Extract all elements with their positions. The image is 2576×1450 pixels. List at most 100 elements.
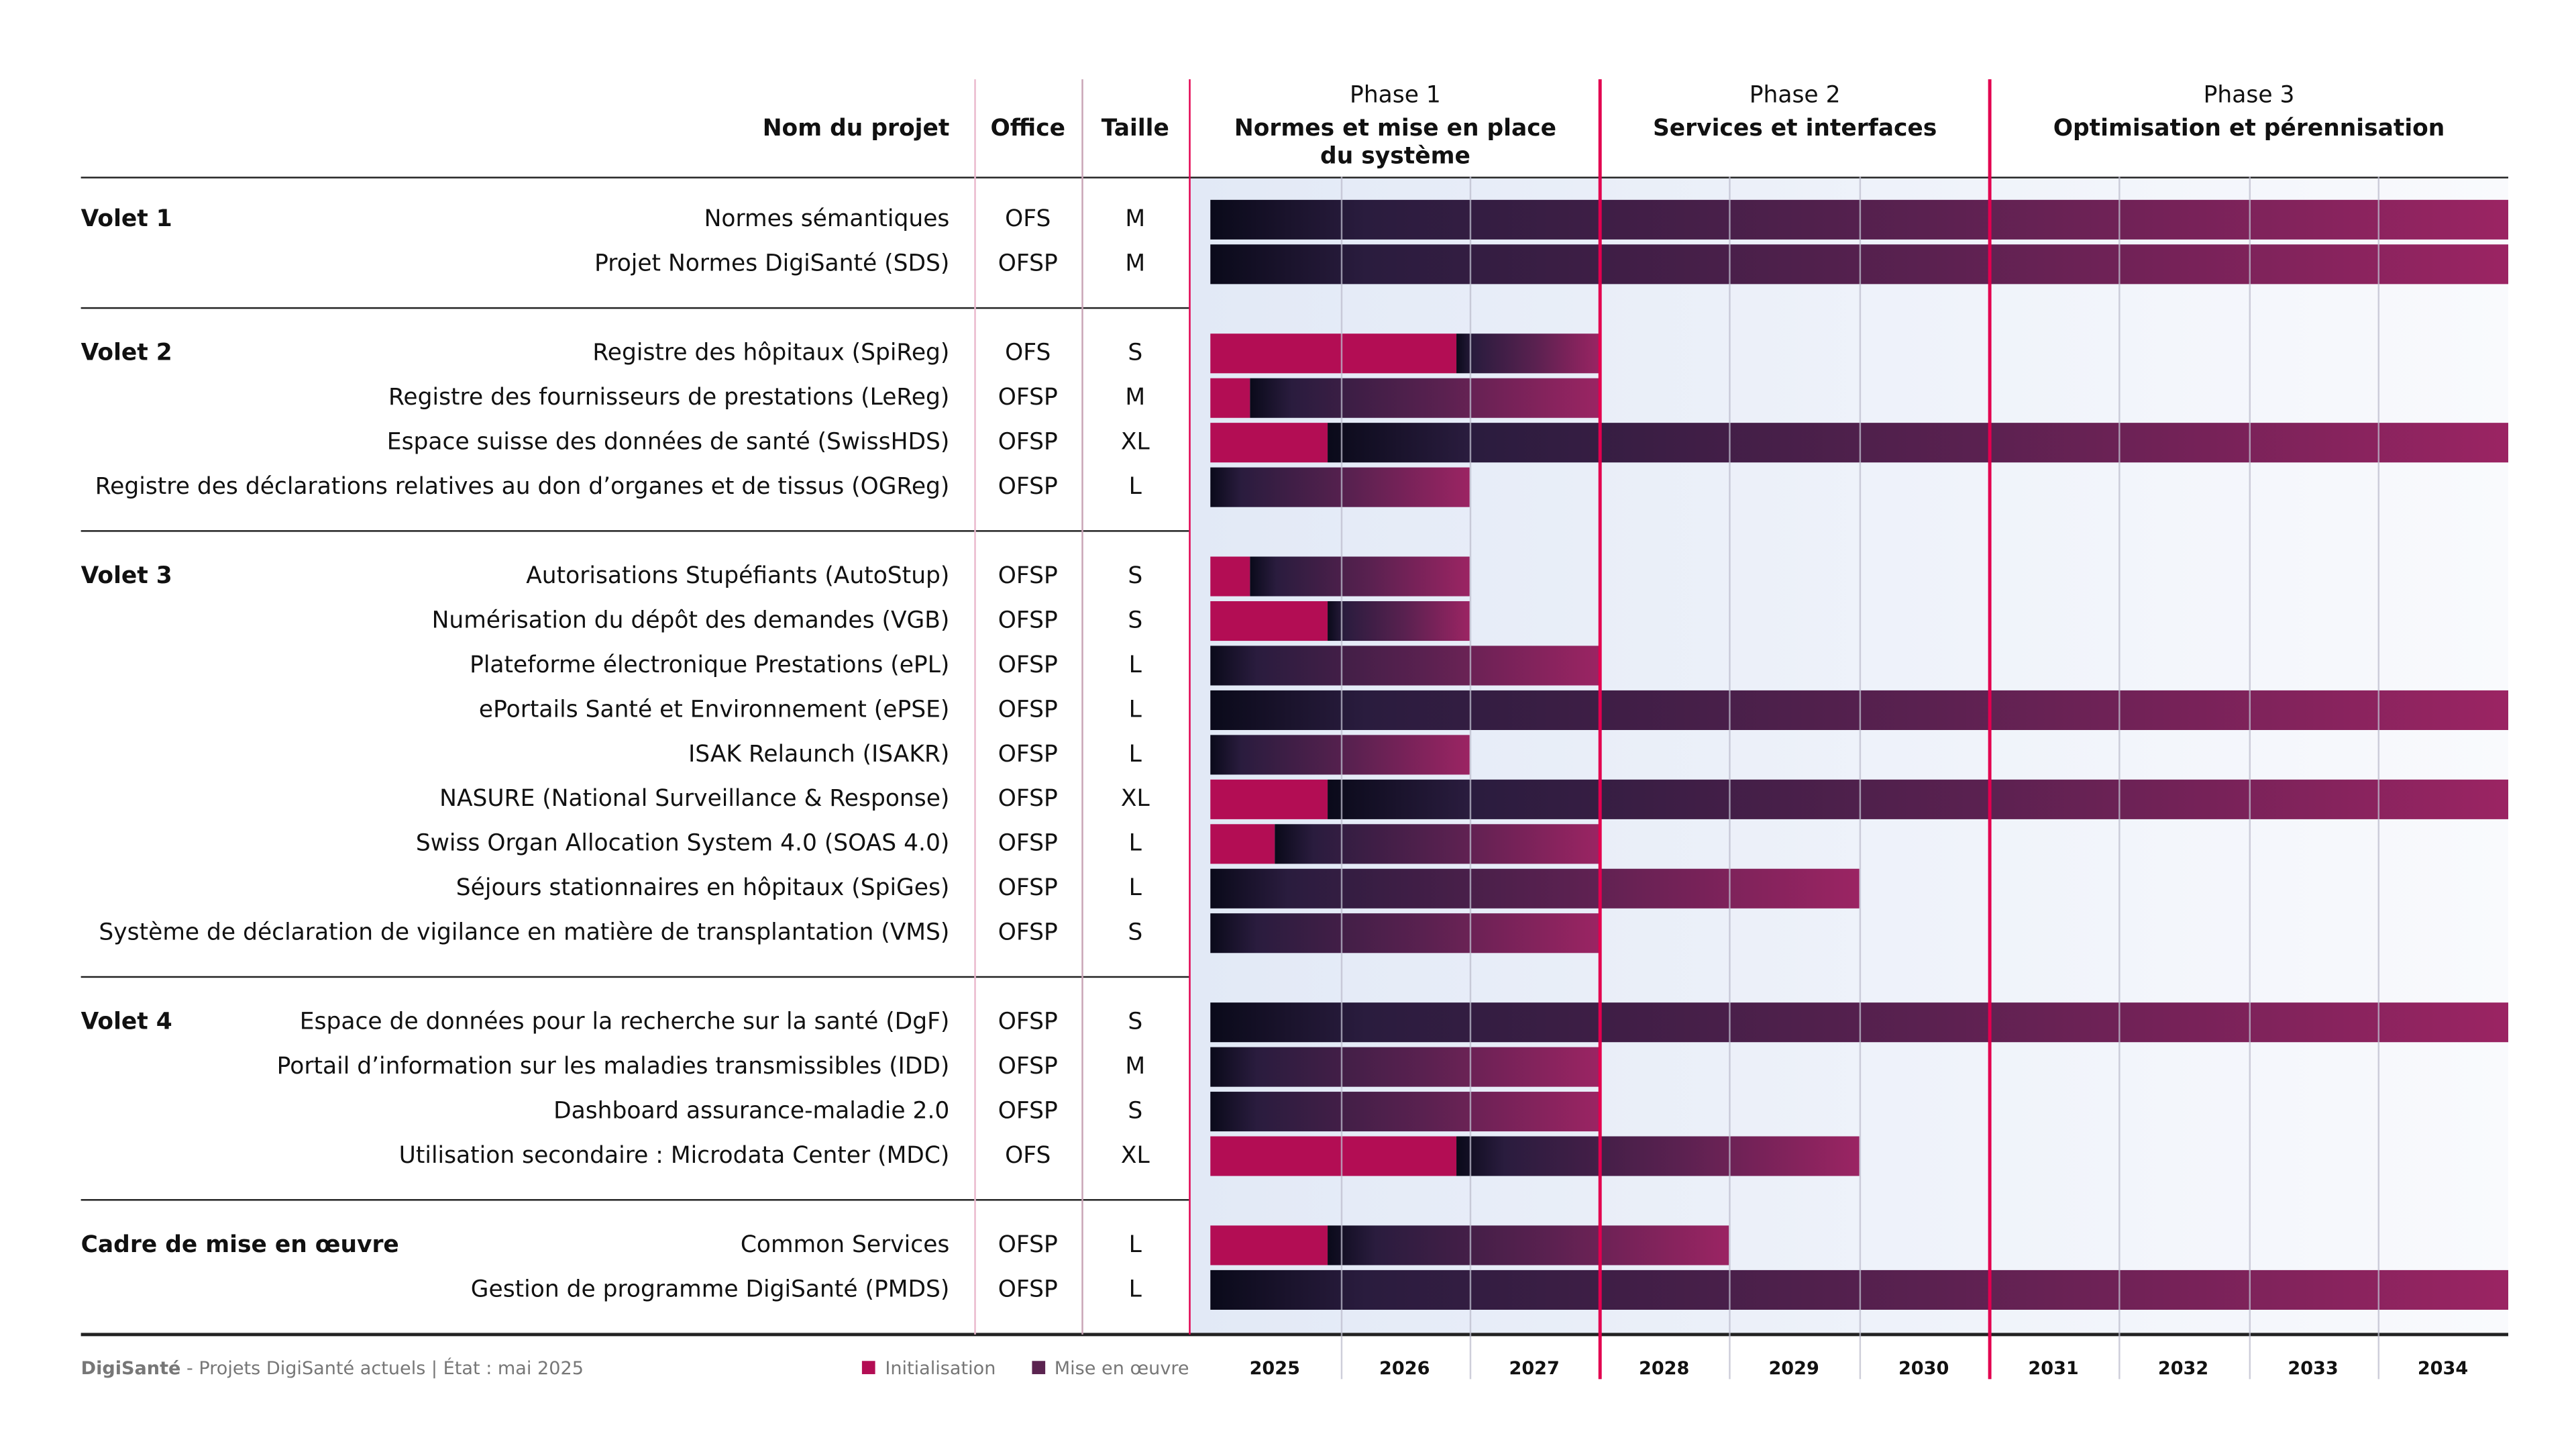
header-office: Office	[990, 115, 1066, 142]
project-office: OFS	[1005, 1143, 1051, 1170]
project-size: M	[1125, 1053, 1146, 1080]
bar-mise-en-oeuvre	[1249, 378, 1600, 418]
project-size: L	[1128, 1232, 1142, 1259]
bar-initialisation	[1210, 1225, 1328, 1265]
project-name: Registre des déclarations relatives au d…	[95, 474, 950, 501]
project-size: S	[1128, 920, 1143, 947]
project-name: Dashboard assurance-maladie 2.0	[553, 1098, 950, 1125]
phase-2-header: Phase 2 Services et interfaces	[1600, 83, 1990, 144]
header-divider	[80, 176, 2509, 178]
project-size: S	[1128, 607, 1143, 635]
bar-mise-en-oeuvre	[1327, 423, 2509, 463]
legend-mise-en-oeuvre: Mise en œuvre	[1054, 1357, 1189, 1380]
project-office: OFSP	[998, 1008, 1058, 1036]
bar-mise-en-oeuvre	[1327, 601, 1470, 641]
year-gridline	[1729, 176, 1731, 1380]
bar-initialisation	[1210, 601, 1328, 641]
project-name: Projet Normes DigiSanté (SDS)	[594, 251, 950, 278]
project-office: OFSP	[998, 786, 1058, 813]
group-divider	[80, 1199, 1189, 1201]
bar-initialisation	[1210, 779, 1328, 819]
year-tick-label: 2034	[2417, 1357, 2469, 1380]
footer-caption: DigiSanté - Projets DigiSanté actuels | …	[81, 1357, 584, 1379]
project-office: OFSP	[998, 429, 1058, 456]
project-size: L	[1128, 1276, 1142, 1304]
group-label: Volet 1	[80, 206, 172, 234]
project-bar	[1210, 1002, 2509, 1043]
legend-initialisation: Initialisation	[885, 1357, 996, 1380]
project-name: ePortails Santé et Environnement (ePSE)	[478, 696, 950, 724]
bar-mise-en-oeuvre	[1275, 824, 1600, 864]
project-bar	[1210, 868, 1860, 909]
project-bar	[1210, 690, 2509, 730]
project-office: OFSP	[998, 696, 1058, 724]
footer-brand: DigiSanté	[80, 1357, 181, 1380]
bar-mise-en-oeuvre	[1327, 1225, 1730, 1265]
project-bar	[1210, 1092, 1600, 1132]
bar-mise-en-oeuvre	[1210, 1092, 1600, 1132]
project-name: Common Services	[740, 1232, 950, 1259]
project-office: OFSP	[998, 474, 1058, 501]
project-size: L	[1128, 831, 1142, 858]
project-name: ISAK Relaunch (ISAKR)	[688, 741, 950, 768]
phase-3-title: Optimisation et pérennisation	[2053, 115, 2445, 142]
bar-mise-en-oeuvre	[1249, 556, 1470, 597]
project-name: Registre des hôpitaux (SpiReg)	[592, 340, 950, 367]
chart-start-line	[1189, 79, 1191, 1335]
year-tick-label: 2030	[1898, 1357, 1949, 1380]
project-office: OFSP	[998, 1276, 1058, 1304]
bar-mise-en-oeuvre	[1210, 690, 2509, 730]
project-size: L	[1128, 474, 1142, 501]
project-name: Numérisation du dépôt des demandes (VGB)	[431, 607, 950, 635]
project-office: OFSP	[998, 1098, 1058, 1125]
project-bar	[1210, 378, 1600, 418]
project-size: L	[1128, 875, 1142, 902]
project-size: M	[1125, 384, 1146, 411]
legend-swatch-mise-en-oeuvre	[1031, 1361, 1045, 1374]
bar-mise-en-oeuvre	[1327, 779, 2509, 819]
project-bar	[1210, 1225, 1730, 1265]
project-bar	[1210, 913, 1600, 953]
project-bar	[1210, 645, 1600, 686]
year-tick-label: 2025	[1249, 1357, 1300, 1380]
phase-3-divider	[1988, 79, 1992, 1380]
project-office: OFSP	[998, 741, 1058, 768]
group-label: Volet 4	[80, 1008, 172, 1036]
project-name: Gestion de programme DigiSanté (PMDS)	[470, 1276, 950, 1304]
project-bar	[1210, 423, 2509, 463]
year-gridline	[2249, 176, 2251, 1380]
year-tick-label: 2031	[2028, 1357, 2079, 1380]
project-name: Autorisations Stupéfiants (AutoStup)	[526, 563, 950, 590]
project-bar	[1210, 1136, 1860, 1176]
year-gridline	[1340, 176, 1342, 1380]
year-gridline	[1470, 176, 1472, 1380]
project-size: XL	[1120, 786, 1150, 813]
project-name: Normes sémantiques	[704, 206, 950, 234]
project-name: Séjours stationnaires en hôpitaux (SpiGe…	[455, 875, 950, 902]
bar-mise-en-oeuvre	[1210, 913, 1600, 953]
bar-mise-en-oeuvre	[1210, 1002, 2509, 1043]
bar-mise-en-oeuvre	[1456, 333, 1600, 374]
project-office: OFSP	[998, 920, 1058, 947]
size-column-line	[1081, 79, 1083, 1335]
bar-initialisation	[1210, 824, 1276, 864]
bar-mise-en-oeuvre	[1210, 1047, 1600, 1087]
project-name: Système de déclaration de vigilance en m…	[99, 920, 950, 947]
project-size: S	[1128, 340, 1143, 367]
project-size: XL	[1120, 1143, 1150, 1170]
group-label: Volet 2	[80, 340, 172, 367]
legend-swatch-initialisation	[861, 1361, 875, 1374]
project-size: M	[1125, 251, 1146, 278]
project-name: Espace de données pour la recherche sur …	[299, 1008, 950, 1036]
year-gridline	[2378, 176, 2380, 1380]
project-size: XL	[1120, 429, 1150, 456]
phase-2-divider	[1598, 79, 1602, 1380]
phase-2-label: Phase 2	[1749, 83, 1841, 109]
project-name: Registre des fournisseurs de prestations…	[388, 384, 950, 411]
project-office: OFSP	[998, 384, 1058, 411]
project-name: Plateforme électronique Prestations (ePL…	[470, 652, 950, 679]
bar-mise-en-oeuvre	[1210, 868, 1860, 909]
project-office: OFSP	[998, 1053, 1058, 1080]
project-name: NASURE (National Surveillance & Response…	[439, 786, 950, 813]
